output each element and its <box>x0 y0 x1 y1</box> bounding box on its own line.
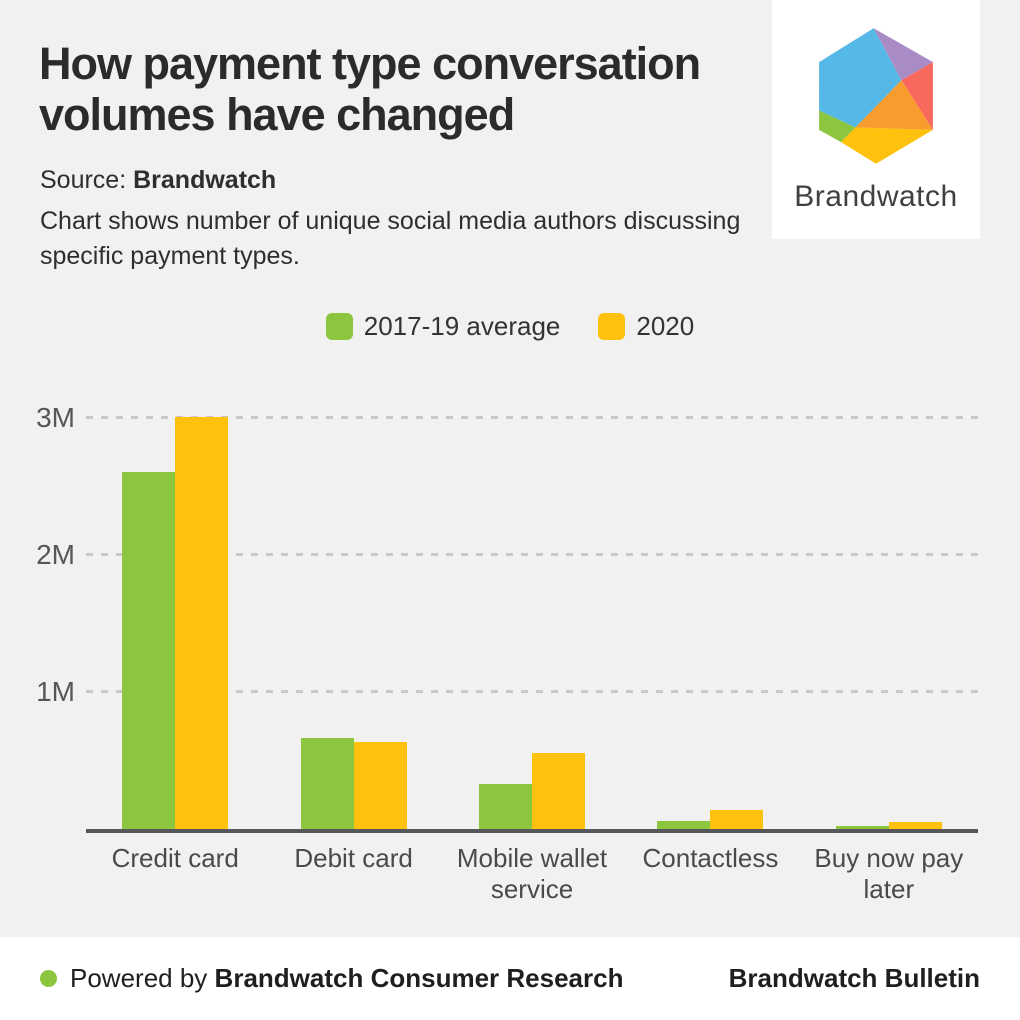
bars-container <box>86 417 978 829</box>
legend-swatch-green-icon <box>325 313 353 340</box>
source-value: Brandwatch <box>133 166 277 194</box>
legend-label: 2020 <box>636 311 695 341</box>
bar-group <box>621 417 799 829</box>
chart-legend: 2017-19 average 2020 <box>0 311 1020 342</box>
green-dot-icon <box>40 970 57 987</box>
bar-2020 <box>353 742 407 829</box>
gridline-3m <box>86 416 978 419</box>
bar-2017-19-average <box>835 826 889 829</box>
bar-2017-19-average <box>657 820 711 829</box>
x-axis-line <box>86 829 978 833</box>
bar-2017-19-average <box>479 783 533 829</box>
bar-chart-plot-area: 3M 2M 1M <box>36 402 978 829</box>
bar-2020 <box>710 809 764 829</box>
page-title: How payment type conversation volumes ha… <box>39 38 701 140</box>
bar-2017-19-average <box>122 471 176 829</box>
powered-by-brand: Brandwatch Consumer Research <box>214 963 624 993</box>
bar-2020 <box>175 417 229 829</box>
brandwatch-logo-card: Brandwatch <box>772 0 980 239</box>
category-label: Debit card <box>294 843 413 873</box>
category-label: Mobile wallet service <box>456 843 608 904</box>
page-title-line-2: volumes have changed <box>39 89 515 140</box>
y-axis-tick-3m: 3M <box>36 402 75 433</box>
source-label: Source: <box>40 166 127 194</box>
legend-label: 2017-19 average <box>363 311 561 341</box>
bulletin-label: Brandwatch Bulletin <box>728 963 980 993</box>
bar-2017-19-average <box>300 738 354 829</box>
legend-swatch-yellow-icon <box>598 313 626 340</box>
powered-by: Powered by Brandwatch Consumer Research <box>40 963 623 994</box>
legend-item-2020: 2020 <box>598 311 694 342</box>
page-title-line-1: How payment type conversation <box>39 38 701 89</box>
bar-group <box>264 417 442 829</box>
brandwatch-hexagon-icon <box>819 28 933 164</box>
bar-2020 <box>532 753 586 829</box>
chart-description-line-1: Chart shows number of unique social medi… <box>40 207 741 235</box>
gridline-1m <box>86 690 978 693</box>
powered-by-text: Powered by Brandwatch Consumer Research <box>70 963 624 993</box>
logo-wordmark: Brandwatch <box>794 180 958 213</box>
bar-group <box>800 417 978 829</box>
chart-description: Chart shows number of unique social medi… <box>40 204 740 274</box>
category-label: Credit card <box>111 843 239 873</box>
chart-description-line-2: specific payment types. <box>40 242 300 270</box>
gridline-2m <box>86 553 978 556</box>
category-label: Buy now pay later <box>814 843 964 904</box>
x-axis-labels: Credit card Debit card Mobile wallet servi… <box>86 843 978 905</box>
source-line: Source: Brandwatch <box>40 166 276 195</box>
footer-bar: Powered by Brandwatch Consumer Research … <box>0 937 1020 1020</box>
category-label: Contactless <box>642 843 779 873</box>
y-axis-tick-2m: 2M <box>36 539 75 570</box>
bar-group <box>443 417 621 829</box>
bar-group <box>86 417 264 829</box>
bar-2020 <box>888 822 942 829</box>
legend-item-2017-19-average: 2017-19 average <box>325 311 561 342</box>
y-axis-tick-1m: 1M <box>36 676 75 707</box>
